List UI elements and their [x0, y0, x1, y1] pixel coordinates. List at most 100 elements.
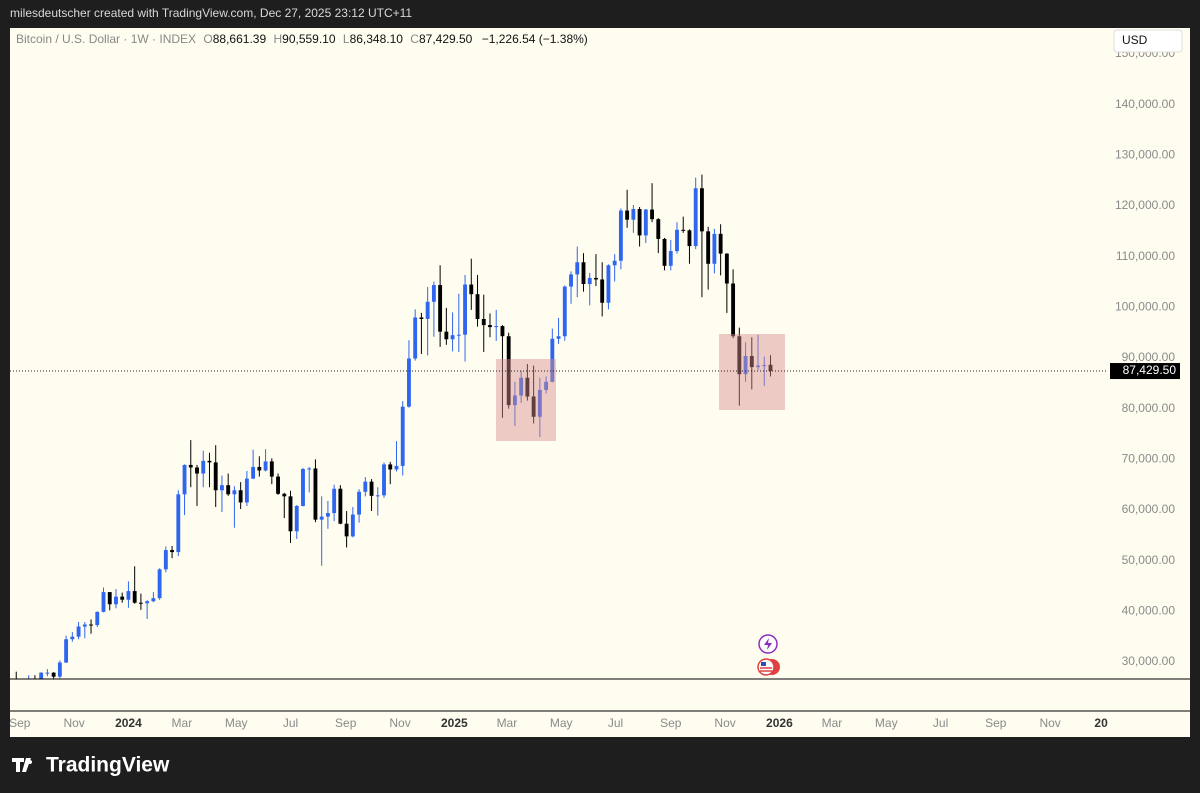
candle-body: [668, 251, 673, 266]
candle-body: [537, 389, 542, 417]
logo-mark: [12, 758, 33, 772]
candle-body: [699, 188, 704, 232]
candle-body: [662, 238, 667, 266]
y-tick-label: 40,000.00: [1122, 604, 1176, 618]
candle-body: [550, 338, 555, 382]
y-tick-label: 130,000.00: [1115, 148, 1175, 162]
candle-body: [494, 326, 499, 328]
candle-body: [637, 209, 642, 236]
candle-body: [569, 274, 573, 287]
x-tick-label: 202: [1094, 716, 1114, 730]
ohlc-label: H: [273, 32, 282, 46]
candle-body: [325, 513, 330, 517]
candle-body: [369, 481, 374, 496]
price-axis: 30,000.00 40,000.00 50,000.00 60,000.00 70,0…: [1115, 46, 1175, 668]
candle-body: [269, 461, 274, 477]
candle-body: [182, 464, 187, 495]
candle-body: [157, 569, 162, 599]
candle-body: [425, 301, 430, 319]
x-tick-label: Mar: [172, 716, 193, 730]
ohlc-legend: Bitcoin / U.S. Dollar · 1W · INDEX O88,6…: [16, 32, 588, 46]
candle-body: [706, 231, 711, 264]
y-tick-label: 50,000.00: [1122, 553, 1176, 567]
candle-body: [488, 325, 492, 328]
highlight-box: [496, 359, 556, 441]
candle-body: [693, 188, 698, 247]
candle-body: [394, 465, 399, 470]
logo: TradingView: [12, 754, 170, 777]
candle-body: [768, 364, 773, 372]
currency[interactable]: USD: [1122, 33, 1148, 47]
candle-body: [350, 514, 355, 537]
candle-body: [431, 285, 436, 302]
candle-body: [587, 277, 592, 285]
candle-body: [226, 485, 231, 495]
candle-body: [101, 592, 106, 612]
candle-body: [687, 230, 692, 247]
y-tick-label: 110,000.00: [1116, 249, 1175, 263]
ohlc-value: 88,661.39: [213, 32, 267, 46]
candle-body: [188, 464, 193, 468]
candle-body: [469, 284, 474, 295]
candle-body: [594, 277, 598, 280]
x-tick-label: Mar: [822, 716, 843, 730]
candle-body: [57, 662, 62, 677]
candle-body: [606, 265, 611, 303]
candle-body: [51, 672, 56, 677]
candle-body: [575, 262, 580, 275]
candle-body: [76, 626, 81, 637]
highlight-box: [719, 334, 785, 410]
candle-body: [257, 466, 262, 471]
candle-body: [388, 464, 393, 470]
candle-body: [556, 336, 561, 339]
candle-body: [456, 334, 461, 336]
candle-body: [107, 592, 112, 605]
candle-body: [151, 598, 156, 602]
candle-body: [463, 284, 467, 335]
event-icons: [757, 634, 780, 676]
currency-button[interactable]: [1113, 29, 1183, 53]
flag-icon: [757, 658, 775, 676]
candle-body: [276, 476, 280, 494]
candle-body: [288, 496, 293, 532]
change: −1,226.54 (−1.38%): [482, 32, 588, 46]
ohlc-label: C: [410, 32, 419, 46]
last-price-tag: [1110, 363, 1180, 380]
candle-body: [625, 210, 630, 220]
candles: [15, 174, 773, 679]
candle-body: [170, 550, 175, 553]
candle-body: [681, 229, 686, 231]
candle-body: [762, 365, 767, 367]
chart-background: [10, 28, 1190, 737]
candle-body: [319, 516, 324, 520]
candle-body: [756, 365, 760, 368]
candle-body: [201, 460, 206, 474]
candle-body: [650, 209, 654, 220]
x-tick-label: May: [225, 716, 248, 730]
last-price: 87,429.50: [10, 363, 1180, 380]
candle-body: [145, 601, 150, 604]
candle-body: [382, 464, 386, 496]
candle-body: [45, 672, 50, 674]
candle-body: [475, 294, 480, 319]
candle-body: [294, 505, 299, 532]
x-tick-label: Sep: [335, 716, 357, 730]
candle-body: [163, 550, 168, 570]
ohlc-label: L: [343, 32, 350, 46]
candle-body: [126, 591, 131, 600]
candle-body: [39, 672, 44, 679]
candle-body: [282, 493, 287, 497]
y-tick-label: 140,000.00: [1115, 97, 1175, 111]
x-tick-label: May: [550, 716, 573, 730]
candle-body: [656, 219, 661, 239]
candle-body: [344, 523, 349, 537]
candle-body: [220, 485, 224, 491]
candle-body: [438, 285, 443, 332]
y-tick-label: 80,000.00: [1122, 401, 1176, 415]
candle-body: [407, 358, 411, 407]
candle-body: [176, 494, 181, 553]
candle-body: [643, 209, 648, 236]
candle-body: [375, 495, 380, 497]
